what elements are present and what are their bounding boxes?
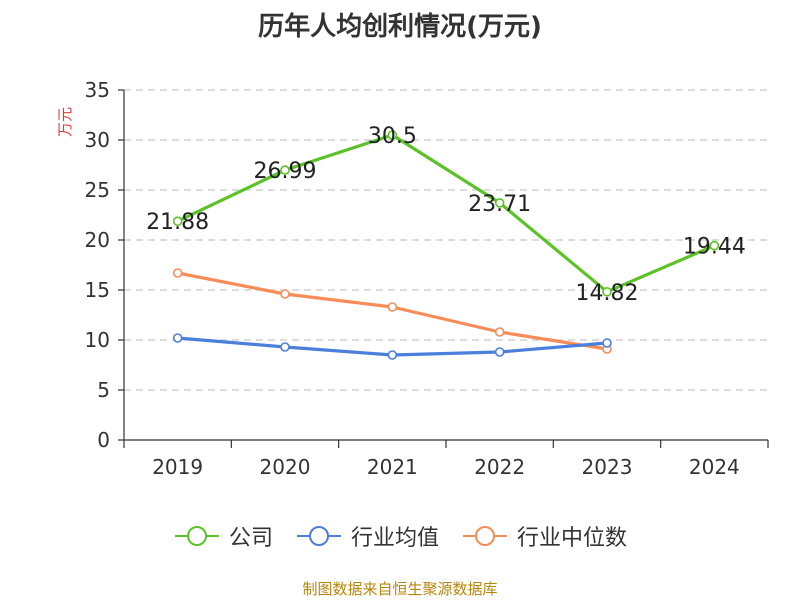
data-point <box>494 327 505 337</box>
data-point <box>602 286 612 297</box>
y-axis-label: 万元 <box>56 107 74 137</box>
y-tick-label: 15 <box>85 278 110 302</box>
legend-marker-industry-mean <box>296 526 341 546</box>
data-label: 26.99 <box>254 159 317 184</box>
data-point <box>709 240 720 251</box>
legend-item-industry-median[interactable]: 行业中位数 <box>461 520 627 552</box>
x-tick-label: 2021 <box>367 455 418 479</box>
data-point <box>280 342 290 352</box>
y-tick-label: 30 <box>85 128 110 152</box>
x-tick-label: 2023 <box>582 455 633 479</box>
legend-marker-company <box>174 526 219 546</box>
data-point <box>280 165 290 175</box>
y-tick-label: 35 <box>85 78 110 102</box>
data-point <box>387 302 398 312</box>
data-point <box>494 347 505 357</box>
data-point <box>280 289 290 299</box>
y-tick-label: 20 <box>85 228 110 252</box>
legend: 公司 行业均值 行业中位数 <box>0 520 800 552</box>
data-point <box>387 350 398 360</box>
data-label: 14.82 <box>576 281 639 306</box>
legend-item-company[interactable]: 公司 <box>173 520 273 552</box>
y-tick-label: 0 <box>97 428 110 452</box>
legend-label-industry-mean: 行业均值 <box>350 526 439 551</box>
data-point <box>494 198 505 208</box>
legend-item-industry-mean[interactable]: 行业均值 <box>295 520 439 552</box>
x-tick-label: 2019 <box>152 455 203 479</box>
data-label: 30.5 <box>368 124 417 149</box>
chart-title: 历年人均创利情况(万元) <box>258 12 542 42</box>
source-note: 制图数据来自恒生聚源数据库 <box>302 580 498 598</box>
data-point <box>172 333 183 343</box>
data-point <box>172 216 183 226</box>
data-point <box>172 268 183 278</box>
series-line-0 <box>176 133 715 294</box>
y-tick-label: 10 <box>85 328 110 352</box>
data-label: 23.71 <box>468 192 531 217</box>
y-tick-label: 25 <box>85 178 110 202</box>
legend-label-industry-median: 行业中位数 <box>517 526 628 551</box>
data-point <box>602 338 612 348</box>
x-tick-label: 2020 <box>260 455 311 479</box>
legend-marker-industry-median <box>463 526 507 546</box>
data-label: 21.88 <box>146 210 209 235</box>
legend-label-company: 公司 <box>228 526 273 551</box>
x-tick-label: 2022 <box>474 455 525 479</box>
data-point <box>387 130 398 140</box>
y-tick-label: 5 <box>97 378 110 402</box>
x-tick-label: 2024 <box>689 455 740 479</box>
data-label: 19.44 <box>683 235 746 260</box>
